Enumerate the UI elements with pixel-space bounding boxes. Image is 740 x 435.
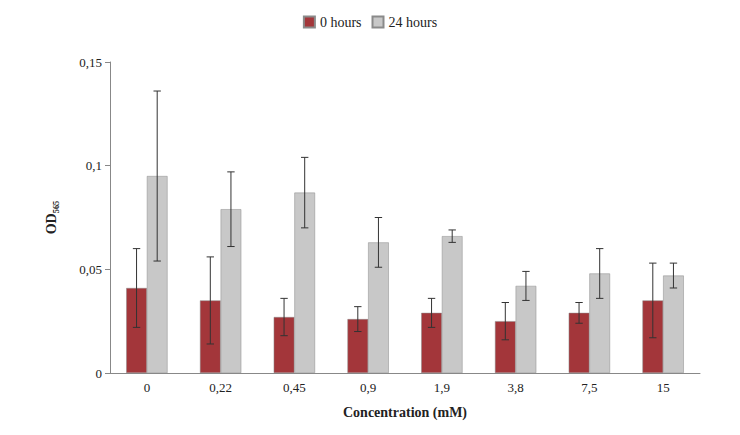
- svg-text:15: 15: [657, 380, 670, 395]
- svg-text:0,05: 0,05: [79, 262, 102, 277]
- svg-text:0,1: 0,1: [86, 158, 102, 173]
- svg-text:0: 0: [96, 366, 103, 381]
- svg-text:0,15: 0,15: [79, 55, 102, 70]
- svg-text:0,22: 0,22: [209, 380, 232, 395]
- svg-text:0: 0: [144, 380, 151, 395]
- svg-text:Concentration (mM): Concentration (mM): [343, 405, 467, 421]
- svg-text:0,45: 0,45: [283, 380, 306, 395]
- svg-text:OD₅₆₅: OD₅₆₅: [44, 201, 59, 235]
- svg-text:0 hours: 0 hours: [320, 15, 362, 30]
- svg-text:0,9: 0,9: [360, 380, 376, 395]
- svg-text:24 hours: 24 hours: [389, 15, 438, 30]
- svg-text:1,9: 1,9: [434, 380, 450, 395]
- svg-text:7,5: 7,5: [581, 380, 597, 395]
- svg-text:3,8: 3,8: [508, 380, 524, 395]
